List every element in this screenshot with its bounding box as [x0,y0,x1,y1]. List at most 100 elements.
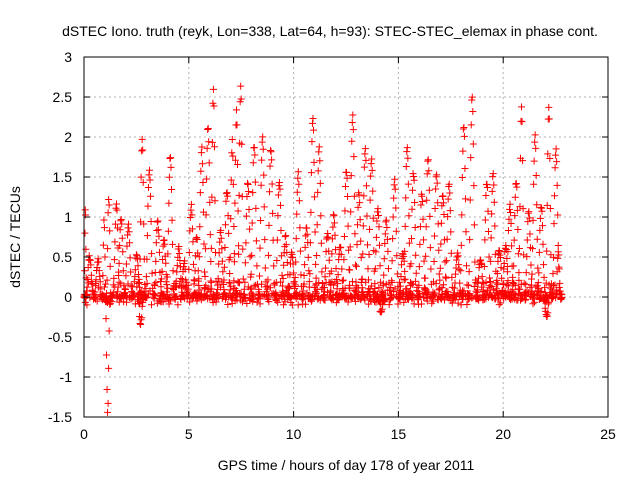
data-point [102,315,110,323]
data-point [376,262,384,270]
data-point [315,148,323,156]
data-point [222,197,230,205]
data-point [345,246,353,254]
data-point [167,297,175,305]
data-point [157,283,165,291]
data-point [155,232,163,240]
data-point [433,179,441,187]
data-point [160,236,168,244]
data-point [184,285,192,293]
data-point [202,281,210,289]
data-point [249,297,257,305]
data-point [138,147,146,155]
data-point [359,222,367,230]
data-point [144,184,152,192]
data-point [385,301,393,309]
data-point [122,260,130,268]
data-point [200,240,208,248]
data-point [489,173,497,181]
data-point [169,267,177,275]
data-point [455,265,463,273]
data-point [118,292,126,300]
data-point [144,202,152,210]
data-point [288,250,296,258]
data-point [258,156,266,164]
data-point [142,292,150,300]
x-tick-label: 0 [80,426,88,442]
data-point [212,298,220,306]
data-point [408,295,416,303]
data-point [117,215,125,223]
data-point [368,282,376,290]
data-point [362,278,370,286]
data-point [230,222,238,230]
data-point [112,200,120,208]
data-point [165,199,173,207]
data-point [103,385,111,393]
data-point [104,399,112,407]
data-point [549,270,557,278]
data-point [288,301,296,309]
data-point [133,283,141,291]
data-point [106,227,114,235]
data-point [226,253,234,261]
data-point [366,225,374,233]
data-point [437,240,445,248]
data-point [136,279,144,287]
data-point [424,157,432,165]
data-point [315,143,323,151]
data-point [162,278,170,286]
data-point [363,212,371,220]
data-point [426,293,434,301]
data-point [282,241,290,249]
data-point [524,209,532,217]
data-point [490,198,498,206]
data-point [448,273,456,281]
data-point [98,292,106,300]
data-point [458,211,466,219]
data-point [554,254,562,262]
data-point [555,287,563,295]
data-point [137,287,145,295]
data-point [356,216,364,224]
data-point [439,192,447,200]
data-point [431,289,439,297]
data-point [367,172,375,180]
data-point [375,284,383,292]
data-point [124,280,132,288]
data-point [479,286,487,294]
x-tick-label: 5 [185,426,193,442]
data-point [271,291,279,299]
data-point [506,200,514,208]
data-point [412,277,420,285]
data-point [171,293,179,301]
data-point [440,210,448,218]
data-point [347,208,355,216]
data-point [472,287,480,295]
data-point [264,251,272,259]
data-point [348,137,356,145]
data-point [491,222,499,230]
data-point [308,138,316,146]
data-point [392,204,400,212]
data-point [387,292,395,300]
data-point [523,236,531,244]
data-point [218,257,226,265]
data-point [271,281,279,289]
data-point [279,287,287,295]
data-point [139,295,147,303]
data-point [534,279,542,287]
data-point [533,235,541,243]
data-point [357,237,365,245]
data-point [263,282,271,290]
data-point [394,300,402,308]
data-point [554,290,562,298]
data-point [116,242,124,250]
data-point [230,250,238,258]
data-point [280,301,288,309]
data-point [103,351,111,359]
data-point [152,257,160,265]
data-point [441,258,449,266]
data-point [534,264,542,272]
